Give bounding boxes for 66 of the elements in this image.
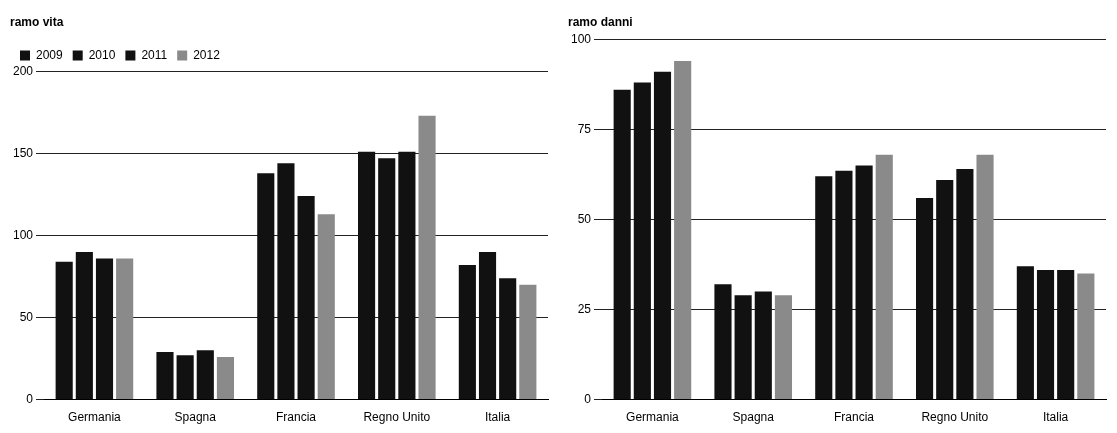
y-tick-label: 0 (26, 391, 34, 406)
x-tick-label: Spagna (174, 410, 217, 425)
bar (1057, 269, 1075, 400)
x-tick-label: Francia (834, 410, 875, 425)
bar (653, 71, 672, 400)
bar (633, 82, 651, 400)
y-tick-label: 100 (12, 227, 34, 242)
y-tick-label: 50 (577, 211, 592, 226)
bar (815, 176, 833, 400)
bar (176, 355, 194, 400)
legend-label: 2012 (193, 47, 221, 62)
bar (499, 278, 517, 400)
bar (1016, 266, 1034, 400)
x-tick-label: Germania (68, 410, 122, 425)
x-tick-label: Italia (484, 410, 511, 425)
x-tick-label: Italia (1042, 410, 1069, 425)
y-tick-label: 50 (19, 309, 34, 324)
bar (976, 154, 994, 400)
bar (196, 350, 214, 400)
y-tick-label: 0 (584, 391, 592, 406)
bar (1077, 273, 1095, 400)
y-tick-label: 150 (12, 145, 34, 160)
x-tick-label: Francia (276, 410, 317, 425)
bar (956, 169, 974, 400)
x-tick-label: Regno Unito (363, 410, 431, 425)
legend-label: 2010 (88, 47, 116, 62)
y-tick-label: 100 (570, 31, 592, 46)
bar (875, 154, 893, 400)
bar (916, 197, 934, 400)
bar (418, 115, 436, 400)
bar (714, 284, 732, 400)
bar (1036, 269, 1055, 400)
bar (936, 179, 954, 400)
bar (257, 173, 275, 400)
bar (519, 284, 537, 400)
bar (116, 258, 134, 400)
y-tick-label: 75 (577, 121, 592, 136)
bar (674, 61, 692, 400)
bar (358, 151, 376, 400)
bar (297, 196, 315, 400)
x-tick-label: Germania (626, 410, 680, 425)
y-tick-label: 200 (12, 63, 34, 78)
bar (855, 165, 873, 400)
bar (95, 258, 114, 400)
bar (774, 295, 793, 400)
bar (378, 158, 396, 400)
legend-label: 2009 (36, 47, 64, 62)
bar (478, 251, 497, 400)
bar (317, 214, 335, 400)
bar (835, 170, 853, 400)
bar (55, 261, 73, 400)
bar (754, 291, 772, 400)
bar (277, 163, 295, 400)
legend-label: 2011 (141, 47, 168, 62)
bar (613, 89, 631, 400)
bar (458, 265, 476, 400)
y-tick-label: 25 (577, 301, 592, 316)
chart-title: ramo vita (10, 14, 64, 29)
x-tick-label: Spagna (732, 410, 775, 425)
bar (75, 251, 93, 400)
chart-title: ramo danni (568, 14, 633, 29)
bar (734, 295, 752, 400)
bar (216, 356, 235, 400)
bar (398, 151, 416, 400)
x-tick-label: Regno Unito (921, 410, 989, 425)
bar (156, 352, 174, 400)
